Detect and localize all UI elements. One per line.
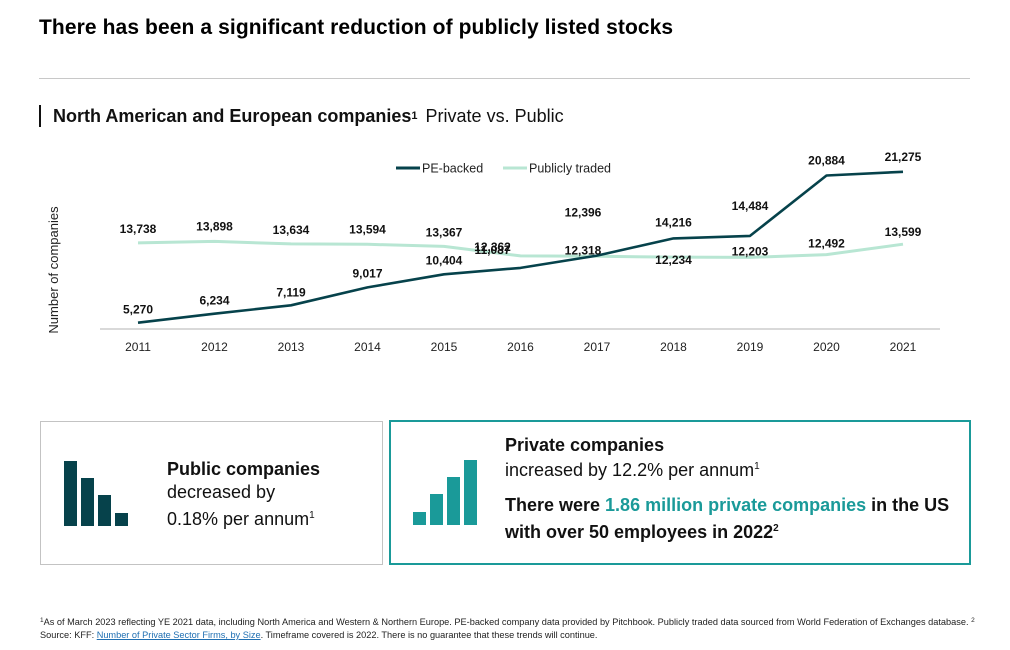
data-label: 21,275 [885, 150, 922, 164]
x-tick-label: 2017 [584, 340, 611, 354]
data-label: 12,362 [474, 240, 511, 254]
data-label: 12,234 [655, 253, 692, 267]
footnote-text-3: . Timeframe covered is 2022. There is no… [260, 630, 598, 640]
public-companies-line2: decreased by [167, 482, 276, 502]
bar-chart-decreasing-icon [64, 461, 128, 526]
footnote-ref: 1 [309, 510, 315, 521]
private-companies-line2: increased by 12.2% per annum [505, 460, 755, 480]
footnote-text-1: As of March 2023 reflecting YE 2021 data… [43, 617, 972, 627]
data-label: 9,017 [352, 266, 382, 280]
private-companies-stat: There were 1.86 million private companie… [505, 494, 969, 544]
public-companies-text: Public companies decreased by 0.18% per … [167, 458, 320, 531]
y-axis-label: Number of companies [46, 206, 61, 334]
icon-bar [430, 494, 443, 525]
data-label: 14,484 [732, 199, 769, 213]
legend-label-publicly-traded: Publicly traded [529, 162, 611, 176]
x-tick-label: 2016 [507, 340, 534, 354]
x-tick-label: 2021 [890, 340, 917, 354]
data-label: 6,234 [199, 294, 229, 308]
data-label: 13,594 [349, 222, 386, 236]
icon-bar [98, 495, 111, 526]
data-label: 7,119 [276, 285, 306, 299]
legend-label-pe-backed: PE-backed [422, 162, 483, 176]
stat-prefix: There were [505, 495, 606, 515]
data-label: 13,367 [426, 225, 463, 239]
page-title: There has been a significant reduction o… [39, 16, 674, 39]
data-label: 5,270 [123, 303, 153, 317]
x-tick-label: 2011 [125, 340, 151, 354]
subtitle-normal: Private vs. Public [425, 105, 564, 126]
chart-subtitle: North American and European companies 1 … [39, 104, 564, 128]
icon-bar [64, 461, 77, 526]
icon-bar [413, 512, 426, 525]
subtitle-accent-bar [39, 105, 41, 127]
private-companies-card: Private companies increased by 12.2% per… [389, 420, 971, 565]
data-label: 20,884 [808, 154, 845, 168]
subtitle-footnote-ref: 1 [411, 110, 418, 122]
x-tick-label: 2014 [354, 340, 381, 354]
data-label: 10,404 [426, 253, 463, 267]
footnote-text-2: Source: KFF: [40, 630, 97, 640]
public-companies-heading: Public companies [167, 459, 321, 479]
chart-legend: PE-backed Publicly traded [396, 162, 611, 176]
icon-bar [115, 513, 128, 526]
footnote-marker-1: 1 [40, 617, 44, 624]
footnote-marker-2: 2 [971, 617, 975, 624]
stat-suffix: in the US with over 50 employees in 2022 [505, 495, 950, 542]
private-companies-text: Private companies increased by 12.2% per… [505, 434, 760, 481]
data-label: 11,087 [474, 243, 510, 257]
data-labels: 5,270 6,234 7,119 9,017 10,404 11,087 12,396 14… [120, 150, 922, 317]
footnote: 1As of March 2023 reflecting YE 2021 dat… [40, 614, 975, 642]
line-chart: PE-backed Publicly traded Number of compa… [46, 150, 940, 354]
icon-bar [81, 478, 94, 526]
x-tick-label: 2015 [431, 340, 458, 354]
icon-bar [464, 460, 477, 525]
data-label: 13,634 [273, 223, 310, 237]
data-label: 13,898 [196, 219, 233, 233]
public-companies-line3: 0.18% per annum [167, 509, 310, 529]
public-companies-card: Public companies decreased by 0.18% per … [40, 421, 383, 565]
private-companies-heading: Private companies [505, 435, 665, 455]
title-divider [39, 78, 970, 79]
bar-chart-increasing-icon [413, 460, 477, 525]
stat-highlight: 1.86 million private companies [605, 495, 867, 515]
source-link[interactable]: Number of Private Sector Firms, by Size [96, 630, 261, 640]
data-label: 12,396 [565, 206, 602, 220]
x-tick-label: 2013 [278, 340, 305, 354]
data-label: 14,216 [655, 215, 692, 229]
x-tick-label: 2018 [660, 340, 687, 354]
footnote-ref: 1 [754, 461, 760, 472]
series-lines [137, 170, 904, 324]
data-label: 13,738 [120, 222, 157, 236]
data-label: 13,599 [885, 225, 922, 239]
footnote-ref: 2 [773, 523, 779, 534]
subtitle-bold: North American and European companies [53, 105, 412, 126]
data-label: 12,203 [732, 244, 769, 258]
data-label: 12,492 [808, 237, 845, 251]
x-tick-label: 2012 [201, 340, 228, 354]
x-tick-label: 2020 [813, 340, 840, 354]
series-line-pe-backed [137, 170, 904, 324]
icon-bar [447, 477, 460, 525]
x-tick-label: 2019 [737, 340, 764, 354]
series-line-publicly-traded [137, 239, 904, 259]
data-label: 12,318 [565, 243, 602, 257]
x-tick-labels: 2011 2012 2013 2014 2015 2016 2017 2018 2019 2020… [125, 340, 917, 354]
